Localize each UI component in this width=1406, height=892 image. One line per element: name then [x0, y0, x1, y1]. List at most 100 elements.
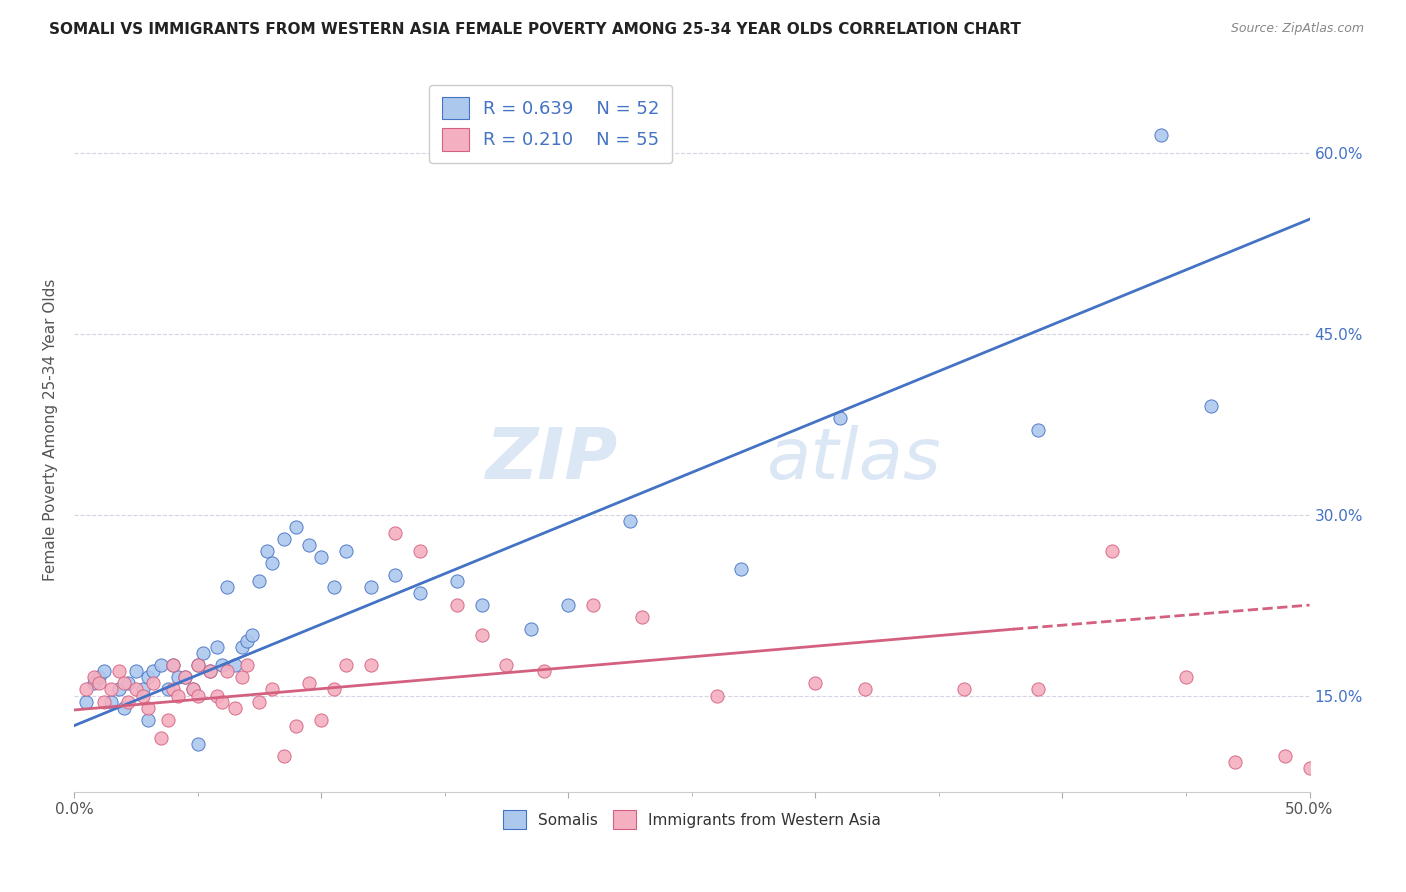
- Point: [285, 719, 308, 733]
- Point: [446, 574, 468, 588]
- Point: [360, 658, 382, 673]
- Point: [181, 682, 204, 697]
- Point: [198, 665, 221, 679]
- Y-axis label: Female Poverty Among 25-34 Year Olds: Female Poverty Among 25-34 Year Olds: [44, 279, 58, 582]
- Point: [87, 676, 110, 690]
- Point: [187, 689, 209, 703]
- Point: [260, 682, 283, 697]
- Point: [298, 538, 321, 552]
- Point: [730, 562, 752, 576]
- Point: [1101, 544, 1123, 558]
- Point: [191, 646, 214, 660]
- Point: [174, 670, 197, 684]
- Point: [93, 694, 115, 708]
- Point: [149, 731, 172, 745]
- Point: [231, 640, 253, 655]
- Point: [149, 658, 172, 673]
- Point: [471, 628, 494, 642]
- Point: [87, 670, 110, 684]
- Point: [309, 713, 332, 727]
- Point: [1298, 761, 1320, 775]
- Point: [260, 556, 283, 570]
- Point: [117, 694, 139, 708]
- Point: [75, 694, 97, 708]
- Point: [1225, 755, 1247, 769]
- Point: [107, 665, 129, 679]
- Point: [236, 634, 259, 648]
- Point: [631, 610, 654, 624]
- Point: [1026, 682, 1049, 697]
- Text: Source: ZipAtlas.com: Source: ZipAtlas.com: [1230, 22, 1364, 36]
- Point: [181, 682, 204, 697]
- Point: [107, 682, 129, 697]
- Point: [187, 658, 209, 673]
- Text: atlas: atlas: [766, 425, 941, 493]
- Point: [162, 682, 184, 697]
- Point: [167, 670, 190, 684]
- Point: [132, 682, 155, 697]
- Point: [136, 670, 159, 684]
- Point: [112, 700, 135, 714]
- Point: [952, 682, 974, 697]
- Point: [211, 658, 233, 673]
- Point: [75, 682, 97, 697]
- Point: [142, 665, 165, 679]
- Point: [520, 622, 543, 636]
- Point: [247, 574, 270, 588]
- Point: [156, 713, 179, 727]
- Point: [240, 628, 263, 642]
- Point: [217, 665, 239, 679]
- Point: [231, 670, 253, 684]
- Point: [384, 568, 406, 582]
- Point: [100, 682, 122, 697]
- Point: [1274, 748, 1296, 763]
- Text: ZIP: ZIP: [485, 425, 617, 493]
- Point: [187, 658, 209, 673]
- Point: [236, 658, 259, 673]
- Point: [309, 549, 332, 564]
- Point: [187, 737, 209, 751]
- Point: [409, 586, 432, 600]
- Point: [136, 713, 159, 727]
- Point: [1175, 670, 1198, 684]
- Point: [247, 694, 270, 708]
- Point: [93, 665, 115, 679]
- Point: [1150, 128, 1173, 142]
- Point: [142, 676, 165, 690]
- Point: [125, 682, 148, 697]
- Point: [335, 544, 357, 558]
- Point: [446, 598, 468, 612]
- Point: [207, 640, 229, 655]
- Point: [619, 514, 641, 528]
- Point: [162, 658, 184, 673]
- Point: [409, 544, 432, 558]
- Point: [360, 580, 382, 594]
- Point: [471, 598, 494, 612]
- Text: SOMALI VS IMMIGRANTS FROM WESTERN ASIA FEMALE POVERTY AMONG 25-34 YEAR OLDS CORR: SOMALI VS IMMIGRANTS FROM WESTERN ASIA F…: [49, 22, 1021, 37]
- Point: [285, 519, 308, 533]
- Point: [125, 665, 148, 679]
- Point: [207, 689, 229, 703]
- Point: [83, 676, 105, 690]
- Point: [224, 700, 246, 714]
- Point: [211, 694, 233, 708]
- Point: [322, 580, 344, 594]
- Point: [828, 411, 851, 425]
- Point: [582, 598, 605, 612]
- Point: [162, 658, 184, 673]
- Point: [112, 676, 135, 690]
- Point: [804, 676, 827, 690]
- Point: [83, 670, 105, 684]
- Point: [706, 689, 728, 703]
- Point: [1199, 399, 1222, 413]
- Point: [1026, 423, 1049, 437]
- Point: [132, 689, 155, 703]
- Point: [117, 676, 139, 690]
- Point: [224, 658, 246, 673]
- Point: [136, 700, 159, 714]
- Point: [533, 665, 555, 679]
- Point: [853, 682, 876, 697]
- Point: [298, 676, 321, 690]
- Legend: Somalis, Immigrants from Western Asia: Somalis, Immigrants from Western Asia: [496, 804, 887, 835]
- Point: [256, 544, 278, 558]
